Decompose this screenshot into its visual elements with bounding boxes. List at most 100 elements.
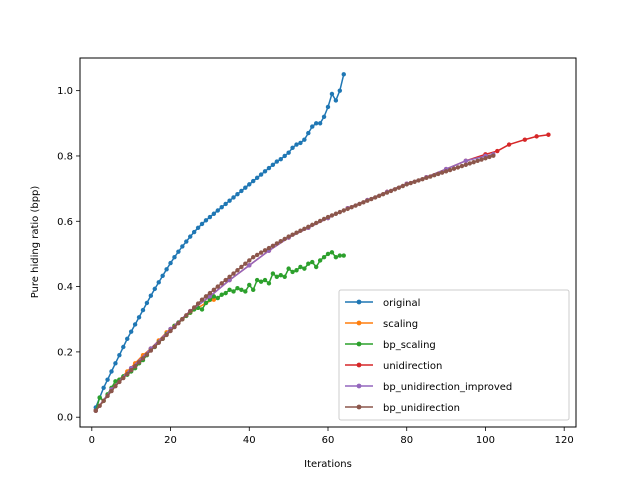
- data-point-original-17: [160, 273, 165, 279]
- data-point-bp_unidirection-20: [172, 324, 177, 330]
- data-point-bp_unidirection-90: [447, 167, 453, 173]
- y-tick-label: 0.2: [57, 347, 73, 358]
- data-point-bp_unidirection-56: [313, 220, 319, 226]
- data-point-original-27: [199, 221, 205, 227]
- data-point-bp_unidirection-91: [451, 166, 457, 171]
- data-point-bp_scaling-1: [97, 395, 102, 400]
- data-point-bp_scaling-39: [247, 282, 252, 288]
- data-point-bp_unidirection-54: [306, 224, 311, 230]
- data-point-original-37: [239, 188, 244, 194]
- data-point-original-55: [310, 124, 315, 129]
- data-point-bp_unidirection-66: [353, 203, 358, 208]
- data-point-bp_unidirection-79: [404, 182, 409, 187]
- data-point-bp_scaling-55: [310, 259, 315, 265]
- data-point-unidirection-25: [546, 132, 551, 137]
- data-point-bp_unidirection-72: [376, 193, 382, 198]
- data-point-original-58: [321, 114, 327, 119]
- data-point-unidirection-24: [534, 134, 539, 139]
- data-point-original-7: [121, 344, 126, 350]
- data-point-bp_unidirection-10: [132, 364, 138, 369]
- data-point-original-31: [215, 208, 220, 213]
- data-point-bp_scaling-33: [223, 290, 228, 296]
- y-tick-label: 0.0: [57, 413, 73, 424]
- data-point-bp_scaling-46: [274, 274, 280, 279]
- data-point-bp_scaling-27: [199, 307, 205, 312]
- legend-item-bp_unidirection_improved: bp_unidirection_improved: [345, 382, 512, 393]
- y-ticks: 0.0 0.2 0.4 0.6 0.8 1.0: [57, 86, 80, 424]
- data-point-original-19: [168, 260, 173, 266]
- data-point-original-22: [180, 244, 185, 249]
- data-point-bp_scaling-47: [278, 272, 283, 278]
- legend-item-bp_unidirection: bp_unidirection: [345, 403, 460, 414]
- legend-item-scaling: scaling: [345, 319, 418, 330]
- data-point-bp_unidirection-24: [188, 309, 193, 314]
- data-point-bp_unidirection-76: [392, 187, 398, 192]
- data-point-bp_unidirection-93: [459, 163, 465, 169]
- data-point-bp_unidirection-41: [254, 252, 260, 258]
- data-point-scaling-15: [211, 297, 217, 302]
- data-point-original-56: [313, 121, 319, 126]
- data-point-bp_unidirection-6: [117, 379, 122, 385]
- y-tick-label: 0.8: [57, 151, 73, 162]
- x-tick-label: 120: [555, 435, 574, 446]
- data-point-original-14: [148, 293, 154, 298]
- legend: original scaling bp_scaling unidirection bp_…: [338, 289, 570, 421]
- data-point-bp_unidirection-73: [380, 191, 386, 197]
- data-point-bp_unidirection-101: [491, 153, 496, 158]
- data-point-bp_unidirection-77: [396, 185, 402, 190]
- data-point-bp_unidirection-84: [424, 175, 429, 181]
- data-point-bp_scaling-30: [211, 294, 217, 299]
- data-point-original-21: [176, 249, 181, 254]
- data-point-original-18: [164, 267, 169, 272]
- data-point-original-28: [203, 218, 209, 223]
- data-point-original-40: [251, 178, 256, 184]
- data-point-original-49: [286, 150, 291, 155]
- data-point-original-29: [207, 214, 213, 220]
- data-point-bp_scaling-62: [337, 253, 343, 258]
- data-point-unidirection-23: [522, 137, 528, 142]
- data-point-bp_unidirection-83: [420, 176, 425, 182]
- data-point-bp_unidirection-15: [152, 344, 157, 349]
- data-point-original-43: [262, 169, 268, 174]
- x-tick-label: 20: [164, 435, 177, 446]
- data-point-original-51: [294, 142, 299, 147]
- data-point-bp_scaling-58: [321, 254, 327, 260]
- data-point-bp_unidirection-30: [211, 287, 217, 293]
- data-point-original-62: [337, 88, 343, 93]
- data-point-bp_unidirection_improved-6: [207, 294, 213, 299]
- data-point-bp_scaling-34: [227, 287, 232, 293]
- data-point-bp_scaling-5: [113, 379, 118, 384]
- data-point-original-33: [223, 201, 228, 207]
- data-point-bp_unidirection-58: [321, 216, 327, 222]
- data-point-bp_unidirection-74: [384, 190, 390, 195]
- data-point-bp_unidirection-69: [365, 198, 370, 203]
- data-point-unidirection-21: [495, 148, 500, 154]
- data-point-bp_scaling-50: [290, 269, 295, 275]
- data-point-bp_unidirection-86: [432, 173, 437, 178]
- data-point-bp_scaling-44: [266, 281, 272, 286]
- data-point-original-35: [231, 195, 236, 200]
- data-point-bp_unidirection-40: [251, 254, 256, 260]
- legend-label: original: [383, 298, 420, 309]
- data-point-original-45: [270, 162, 276, 167]
- data-point-bp_unidirection-5: [113, 383, 118, 389]
- data-point-bp_unidirection-88: [439, 170, 445, 175]
- data-point-bp_unidirection-82: [416, 178, 421, 183]
- data-point-bp_unidirection-26: [195, 301, 201, 306]
- data-point-original-50: [290, 145, 295, 150]
- data-point-original-59: [325, 104, 331, 110]
- data-point-bp_unidirection-23: [184, 313, 189, 318]
- legend-marker: [356, 341, 362, 347]
- data-point-original-34: [227, 198, 232, 203]
- x-tick-label: 40: [243, 435, 256, 446]
- data-point-bp_scaling-57: [317, 258, 323, 263]
- x-tick-label: 80: [400, 435, 413, 446]
- data-point-bp_scaling-49: [286, 266, 291, 271]
- data-point-bp_unidirection-8: [125, 371, 130, 377]
- legend-item-bp_scaling: bp_scaling: [345, 340, 436, 351]
- data-point-bp_scaling-52: [298, 264, 303, 270]
- data-point-bp_unidirection-1: [97, 403, 102, 408]
- legend-marker: [356, 299, 362, 305]
- data-point-bp_unidirection-19: [168, 328, 173, 334]
- data-point-bp_unidirection-53: [302, 226, 307, 231]
